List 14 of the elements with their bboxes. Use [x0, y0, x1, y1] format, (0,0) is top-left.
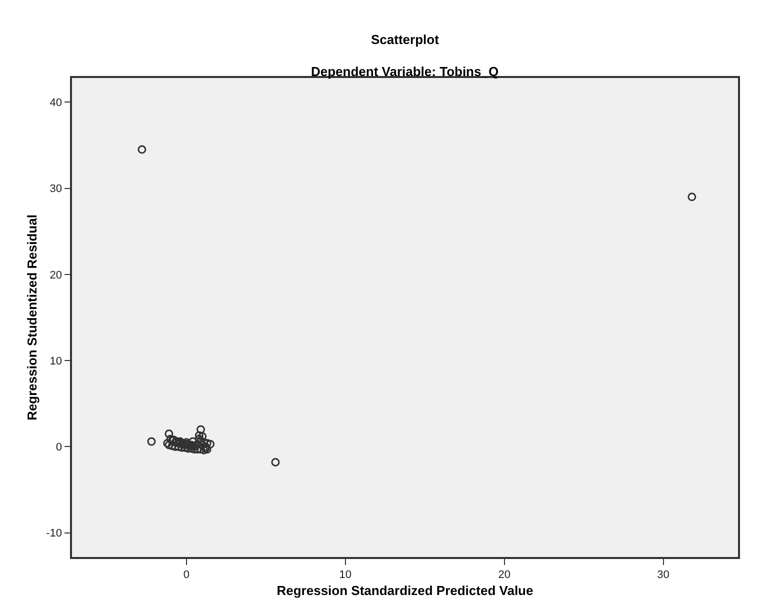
y-tick-label: 0 [56, 442, 62, 454]
x-tick-label: 0 [183, 568, 190, 581]
x-tick-label: 20 [498, 568, 510, 581]
x-tick-label: 30 [657, 568, 670, 581]
y-tick-label: -10 [46, 528, 62, 540]
x-axis-title: Regression Standardized Predicted Value [276, 583, 534, 598]
y-tick-label: 40 [50, 96, 62, 109]
y-tick-label: 20 [50, 269, 62, 282]
y-tick-label: 30 [50, 183, 62, 196]
y-tick-label: 10 [50, 355, 62, 368]
chart-title: Scatterplot [371, 32, 440, 47]
x-tick-label: 10 [339, 568, 352, 581]
chart-subtitle: Dependent Variable: Tobins_Q [311, 64, 499, 79]
y-axis-title: Regression Studentized Residual [24, 214, 40, 420]
